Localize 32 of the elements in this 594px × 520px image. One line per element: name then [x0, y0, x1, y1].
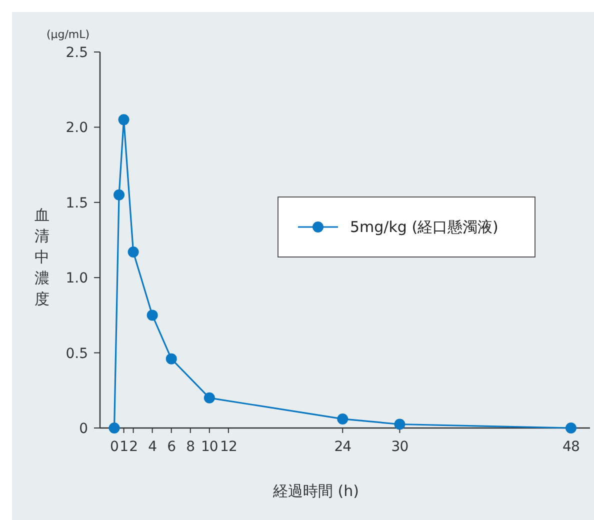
x-tick-label: 12 [220, 439, 237, 455]
x-tick-label: 8 [186, 439, 195, 455]
point [565, 422, 576, 434]
point [118, 114, 130, 126]
x-tick-label: 1 [120, 439, 128, 455]
text: (μg/mL) [46, 28, 90, 41]
point [204, 392, 215, 404]
point [166, 353, 177, 364]
x-tick-label: 4 [148, 439, 158, 455]
legend-label: 5mg/kg (経口懸濁液) [350, 218, 498, 236]
x-axis-title: 経過時間 (h) [272, 482, 359, 500]
y-tick-label: 1.5 [66, 195, 88, 212]
point [108, 422, 120, 434]
x-tick-label: 30 [391, 439, 408, 455]
point [146, 310, 158, 321]
point [337, 413, 348, 424]
point [128, 246, 139, 258]
x-tick-label: 2 [129, 439, 138, 455]
y-tick-label: 0 [79, 421, 88, 437]
x-tick-label: 10 [201, 439, 218, 455]
y-axis-title: 血清中濃度 [34, 206, 50, 308]
y-tick-label: 0.5 [66, 346, 88, 362]
legend: 5mg/kg (経口懸濁液) [278, 196, 536, 258]
point [394, 418, 406, 430]
point [114, 189, 125, 200]
x-tick-label: 0 [110, 439, 118, 455]
x-tick-label: 6 [167, 439, 176, 455]
x-tick-label: 48 [562, 439, 580, 455]
x-tick-label: 24 [334, 439, 352, 455]
y-tick-label: 1.0 [66, 270, 88, 287]
y-tick-label: 2.5 [66, 45, 88, 61]
y-tick-label: 2.0 [66, 120, 88, 136]
